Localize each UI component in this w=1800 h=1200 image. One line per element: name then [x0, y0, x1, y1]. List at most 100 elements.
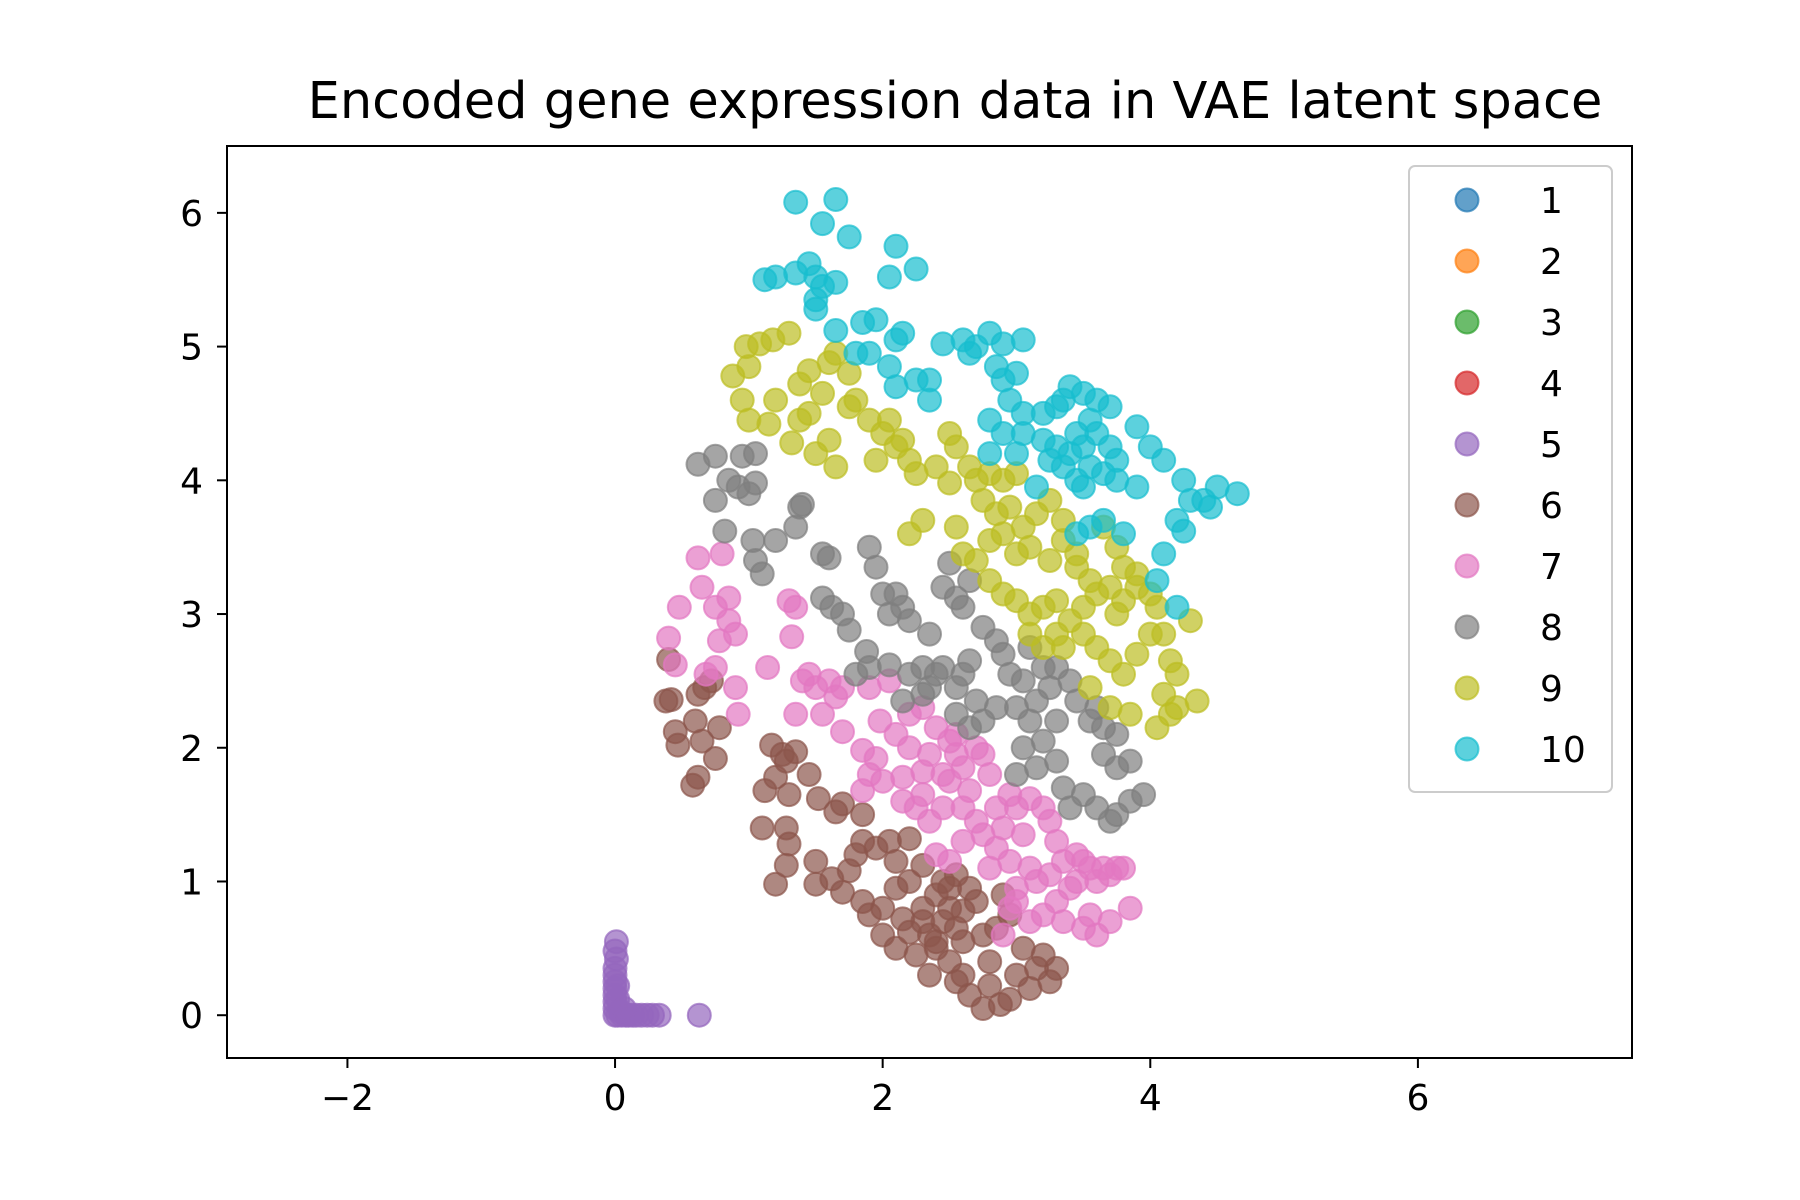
point-series-6 [896, 826, 922, 852]
point-series-8 [743, 548, 768, 573]
point-series-10 [1111, 521, 1136, 547]
legend-marker-8 [1454, 614, 1480, 640]
point-series-7 [656, 625, 682, 651]
point-series-9 [756, 411, 782, 437]
point-series-9 [763, 387, 789, 413]
y-tick-label: 4 [180, 461, 203, 502]
x-tick-label: −2 [321, 1078, 374, 1119]
legend-label-7: 7 [1540, 547, 1563, 588]
legend-box [1408, 165, 1613, 793]
point-series-9 [779, 430, 805, 456]
point-series-10 [1010, 327, 1036, 353]
point-series-10 [1164, 594, 1190, 620]
point-series-10 [1124, 414, 1150, 440]
point-series-10 [1151, 447, 1177, 473]
point-series-5 [646, 1002, 672, 1028]
point-series-9 [1117, 701, 1143, 727]
point-series-9 [1037, 548, 1063, 573]
point-series-6 [706, 715, 732, 741]
point-series-9 [810, 380, 835, 406]
point-series-8 [896, 608, 922, 634]
point-series-8 [917, 621, 942, 647]
point-series-10 [876, 264, 902, 290]
point-series-9 [776, 320, 802, 346]
point-series-10 [1064, 521, 1090, 547]
point-series-10 [823, 187, 849, 212]
point-series-10 [1124, 474, 1150, 500]
point-series-9 [937, 470, 963, 496]
point-series-7 [990, 922, 1016, 948]
legend-marker-3 [1454, 309, 1480, 335]
point-series-10 [856, 340, 882, 366]
point-series-10 [917, 387, 942, 413]
point-series-10 [883, 233, 909, 259]
point-series-7 [1044, 828, 1070, 854]
y-tick-label: 6 [180, 194, 203, 235]
point-series-6 [803, 871, 829, 897]
point-series-6 [763, 871, 789, 897]
point-series-8 [763, 528, 789, 553]
point-series-7 [689, 574, 715, 600]
point-series-10 [1010, 421, 1036, 446]
point-series-9 [1111, 554, 1136, 580]
legend-label-3: 3 [1540, 303, 1563, 344]
point-series-10 [1224, 481, 1250, 507]
point-series-10 [1104, 447, 1130, 473]
point-series-8 [1050, 775, 1076, 801]
point-series-10 [977, 441, 1003, 467]
point-series-9 [876, 407, 902, 433]
point-series-7 [930, 795, 956, 821]
point-series-6 [1004, 962, 1029, 988]
point-series-6 [702, 746, 728, 771]
point-series-9 [1184, 688, 1210, 714]
point-series-7 [937, 848, 963, 874]
point-series-8 [910, 655, 936, 680]
point-series-10 [836, 224, 862, 250]
chart-title: Encoded gene expression data in VAE late… [308, 72, 1603, 131]
point-series-6 [910, 909, 936, 935]
point-series-10 [890, 320, 916, 346]
point-series-6 [1010, 935, 1036, 961]
point-series-6 [987, 992, 1013, 1017]
point-series-9 [1017, 621, 1043, 647]
point-series-8 [783, 514, 809, 540]
point-series-10 [763, 264, 789, 290]
point-series-7 [910, 782, 936, 808]
y-tick-label: 5 [180, 328, 203, 369]
point-series-6 [752, 778, 778, 804]
point-series-10 [883, 374, 909, 400]
point-series-9 [1077, 675, 1103, 701]
point-series-9 [910, 507, 936, 533]
point-series-8 [1010, 735, 1036, 761]
point-series-10 [1198, 494, 1223, 520]
point-series-6 [977, 949, 1003, 975]
point-series-9 [1104, 601, 1130, 627]
point-series-6 [870, 895, 896, 921]
point-series-10 [903, 256, 929, 282]
point-series-8 [789, 491, 815, 517]
point-series-6 [680, 772, 706, 798]
legend-marker-2 [1454, 248, 1480, 274]
point-series-9 [963, 548, 989, 573]
point-series-5 [603, 929, 629, 955]
point-series-10 [990, 331, 1016, 357]
point-series-10 [803, 296, 829, 322]
point-series-10 [1097, 394, 1123, 420]
legend-label-6: 6 [1540, 486, 1563, 527]
point-series-7 [950, 828, 976, 854]
x-tick-label: 2 [871, 1078, 894, 1119]
point-series-8 [702, 487, 728, 513]
point-series-9 [816, 427, 842, 453]
point-series-9 [1017, 534, 1043, 560]
point-series-7 [810, 701, 835, 727]
point-series-9 [1111, 661, 1136, 687]
point-series-7 [706, 628, 732, 654]
point-series-6 [977, 973, 1003, 999]
y-tick-label: 0 [180, 996, 203, 1037]
point-series-9 [1151, 621, 1177, 647]
point-series-10 [1144, 568, 1170, 594]
point-series-6 [830, 791, 855, 817]
point-series-10 [1024, 474, 1049, 500]
point-series-8 [856, 655, 882, 680]
legend-label-9: 9 [1540, 669, 1563, 710]
